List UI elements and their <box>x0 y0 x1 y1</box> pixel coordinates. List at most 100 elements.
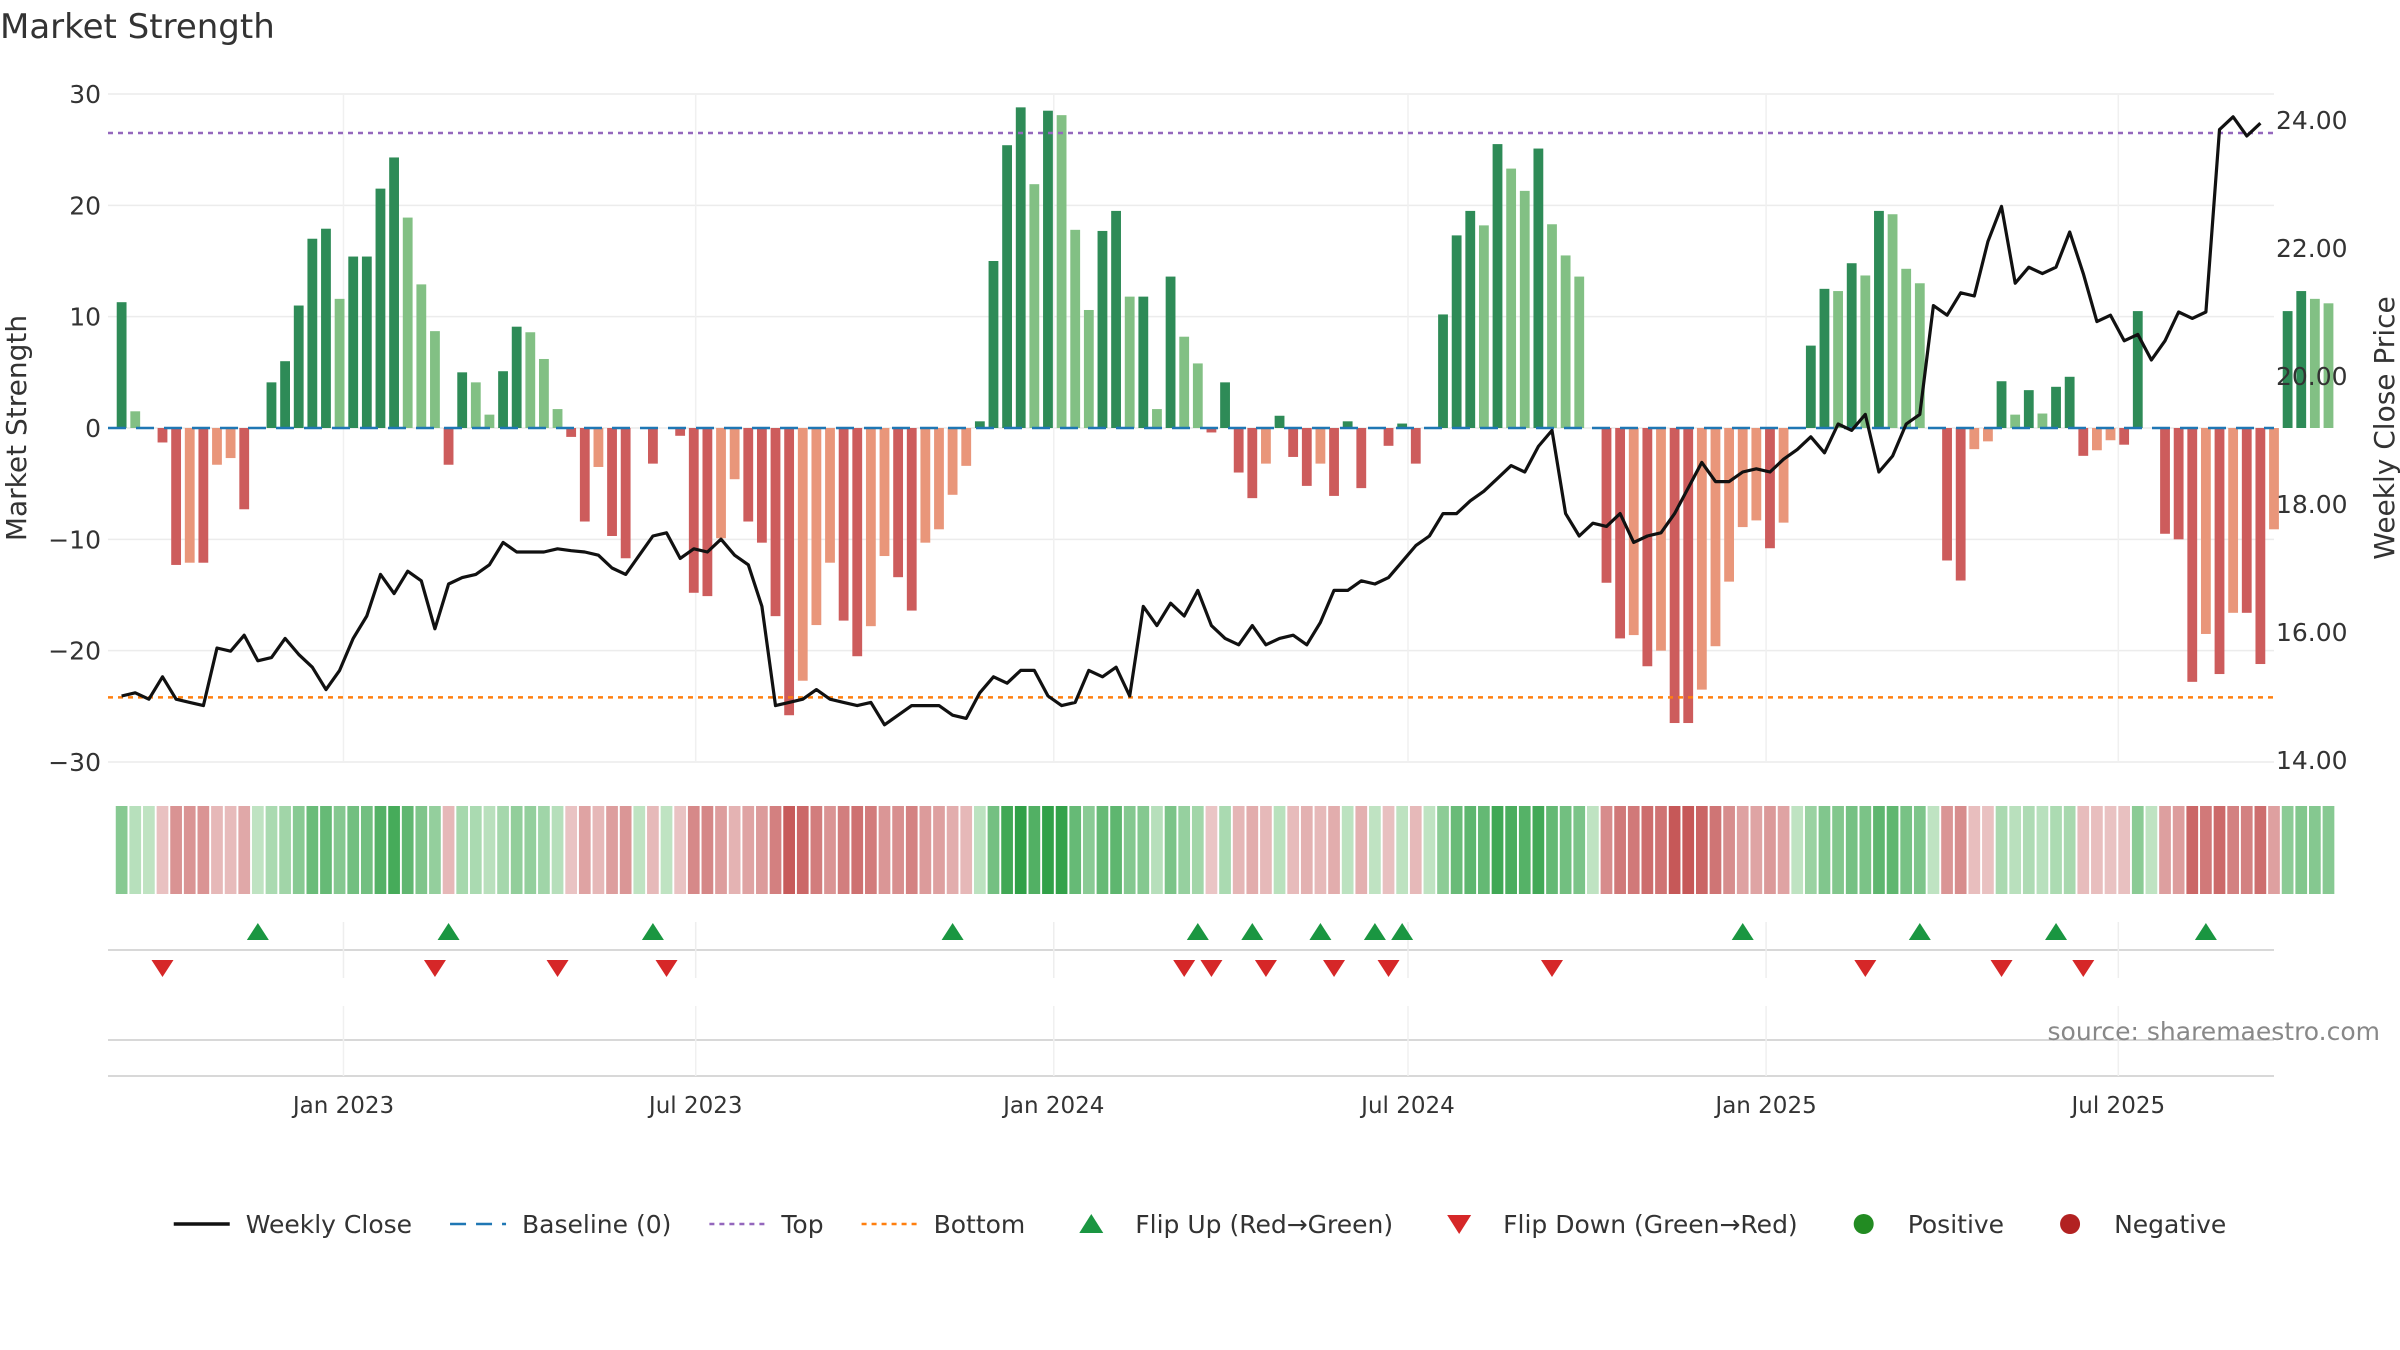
heat-cell <box>1232 806 1245 894</box>
heat-cell <box>1995 806 2008 894</box>
flip-down-marker <box>655 960 678 977</box>
strength-bar <box>2309 298 2320 428</box>
strength-bar <box>2105 428 2116 441</box>
strength-bars <box>116 107 2334 724</box>
strength-bar <box>484 414 495 428</box>
heat-cell <box>374 806 387 894</box>
heat-cell <box>2295 806 2308 894</box>
strength-bar <box>906 428 917 611</box>
strength-bar <box>212 428 222 465</box>
heat-cell <box>960 806 973 894</box>
strength-bar <box>1901 268 1912 428</box>
y-tick-right: 18.00 <box>2276 490 2348 519</box>
heat-cell <box>674 806 687 894</box>
strength-bar <box>974 421 985 428</box>
weekly-close-line <box>121 115 2262 727</box>
strength-bar <box>1601 428 1612 583</box>
strength-bar <box>1342 421 1353 428</box>
strength-bar <box>1833 291 1843 428</box>
heat-cell <box>2104 806 2117 894</box>
heat-cell <box>333 806 346 894</box>
heat-cell <box>1641 806 1654 894</box>
strength-bar <box>402 217 413 428</box>
strength-bar <box>1329 428 1339 496</box>
strength-bar <box>1574 276 1585 428</box>
heat-cell <box>442 806 455 894</box>
heat-cell <box>1627 806 1640 894</box>
heat-cell <box>347 806 360 894</box>
heat-cell <box>1559 806 1572 894</box>
strength-bar <box>702 428 713 597</box>
flip-up-marker <box>246 923 269 940</box>
y-tick-left: 10 <box>69 303 101 332</box>
strength-bar <box>1111 210 1121 428</box>
heat-cell <box>143 806 155 894</box>
y-tick-right: 22.00 <box>2276 234 2348 263</box>
strength-bar <box>1710 428 1721 647</box>
strength-bar <box>2092 428 2102 451</box>
strength-bar <box>1656 428 1666 651</box>
y-tick-left: −20 <box>48 637 101 666</box>
heat-cell <box>865 806 877 894</box>
strength-bar <box>225 428 236 459</box>
strength-bar <box>1274 415 1285 428</box>
grid-lines <box>108 93 2274 763</box>
heat-cell <box>1001 806 1013 894</box>
legend-label: Flip Down (Green→Red) <box>1503 1210 1798 1239</box>
heat-cell <box>660 806 673 894</box>
heat-cell <box>1518 806 1531 894</box>
heat-cell <box>279 806 291 894</box>
strength-bar <box>389 157 399 428</box>
flip-down-marker <box>1254 960 1277 977</box>
strength-bar <box>1465 210 1476 428</box>
strength-bar <box>1233 428 1244 473</box>
strength-bar <box>1124 296 1135 428</box>
heat-cell <box>756 806 768 894</box>
heat-cell <box>265 806 278 894</box>
strength-bar <box>1083 309 1094 428</box>
heat-cell <box>687 806 700 894</box>
heat-cell <box>1123 806 1136 894</box>
strength-bar <box>716 428 726 539</box>
heat-cell <box>1736 806 1749 894</box>
strength-bar <box>1955 428 1966 581</box>
strength-bar <box>1179 336 1190 428</box>
heat-cell <box>946 806 959 894</box>
strength-bar <box>593 428 604 467</box>
strength-bar <box>756 428 767 543</box>
strength-bar <box>239 428 250 510</box>
strength-bar <box>1015 107 1026 429</box>
heat-cell <box>1723 806 1735 894</box>
strength-bar <box>2173 428 2184 540</box>
strength-bar <box>2228 428 2239 613</box>
heat-cell <box>578 806 591 894</box>
heat-cell <box>1532 806 1545 894</box>
strength-bar <box>443 428 454 465</box>
heat-cell <box>456 806 469 894</box>
heat-cell <box>115 806 128 894</box>
heat-cell <box>2077 806 2090 894</box>
heat-cell <box>2227 806 2239 894</box>
heat-cell <box>1450 806 1463 894</box>
heat-cell <box>510 806 523 894</box>
legend-swatch-circle <box>2060 1214 2081 1234</box>
strength-bar <box>566 428 577 437</box>
strength-bar <box>1315 428 1326 464</box>
strength-bar <box>1724 428 1734 582</box>
heat-cell <box>1164 806 1177 894</box>
strength-bar <box>770 428 781 617</box>
heat-cell <box>1396 806 1409 894</box>
heat-cell <box>1832 806 1844 894</box>
strength-bar <box>893 428 904 578</box>
flip-down-marker <box>1173 960 1196 977</box>
heat-cell <box>415 806 428 894</box>
heat-cell <box>933 806 945 894</box>
heat-cell <box>2200 806 2212 894</box>
heat-cell <box>1982 806 1994 894</box>
heat-cell <box>1423 806 1436 894</box>
strength-bar <box>1969 428 1980 450</box>
x-tick-label: Jan 2025 <box>1713 1093 1816 1119</box>
x-tick-label: Jul 2025 <box>2070 1093 2166 1119</box>
strength-bar <box>2296 291 2307 428</box>
heat-cell <box>769 806 782 894</box>
